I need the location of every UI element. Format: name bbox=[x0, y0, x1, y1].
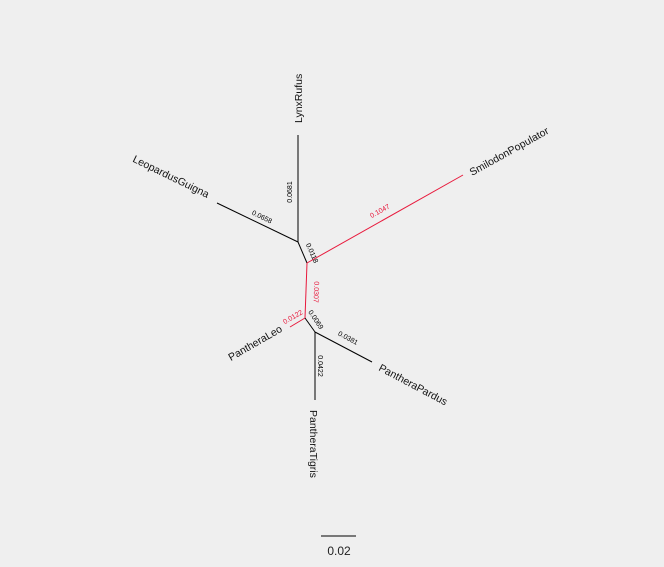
branch-label-tigris: 0.0422 bbox=[316, 355, 323, 377]
branches bbox=[216, 135, 464, 400]
tip-labels: LynxRufus LeopardusGuigna SmilodonPopula… bbox=[131, 74, 552, 478]
branch-leopardus bbox=[216, 202, 299, 243]
branch-label-leo: 0.0122 bbox=[282, 309, 304, 326]
tip-label-smilodon-populator: SmilodonPopulator bbox=[468, 125, 552, 179]
tip-label-panthera-leo: PantheraLeo bbox=[226, 323, 284, 364]
tip-label-lynx-rufus: LynxRufus bbox=[293, 74, 305, 123]
branch-label-lynx: 0.0681 bbox=[287, 181, 294, 203]
tip-label-leopardus-guigna: LeopardusGuigna bbox=[131, 153, 211, 200]
scale-bar: 0.02 bbox=[321, 535, 356, 558]
branch-label-pardus: 0.0381 bbox=[337, 331, 359, 347]
branch-internal bbox=[304, 262, 308, 319]
branch-label-leopardus: 0.0658 bbox=[250, 210, 272, 226]
branch-pardus bbox=[314, 331, 373, 363]
branch-label-internal: 0.0307 bbox=[312, 281, 320, 303]
tip-label-panthera-pardus: PantheraPardus bbox=[377, 362, 450, 408]
branch-ancestor2 bbox=[304, 317, 316, 333]
branch-labels: 0.0681 0.0658 0.0118 0.1047 0.0307 0.012… bbox=[250, 181, 391, 377]
branch-leo bbox=[289, 317, 306, 328]
branch-smilodon bbox=[306, 174, 464, 264]
tip-label-panthera-tigris: PantheraTigris bbox=[307, 410, 319, 478]
branch-ancestor1 bbox=[297, 241, 308, 264]
branch-label-ancestor2: 0.0069 bbox=[306, 309, 324, 331]
scale-bar-label: 0.02 bbox=[327, 544, 351, 558]
